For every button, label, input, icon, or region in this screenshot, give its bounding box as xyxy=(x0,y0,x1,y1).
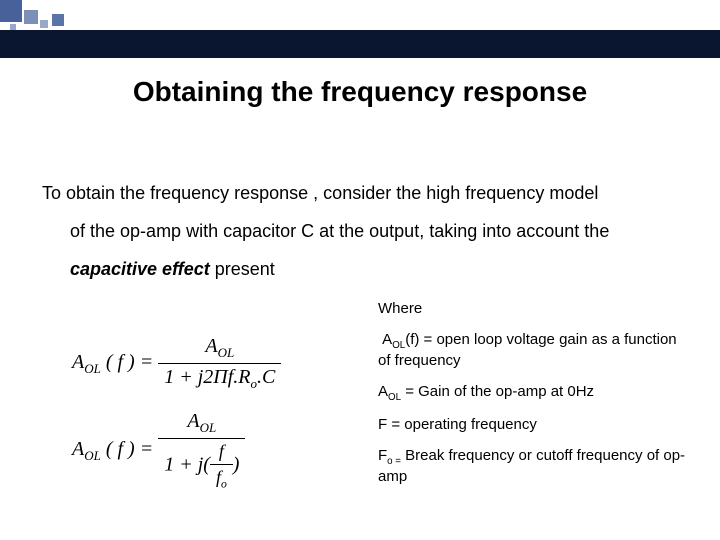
intro-line1: To obtain the frequency response , consi… xyxy=(42,183,598,203)
deco-square xyxy=(24,10,38,24)
def-2: AOL = Gain of the op-amp at 0Hz xyxy=(378,383,688,404)
def-4: Fo = Break frequency or cutoff frequency… xyxy=(378,447,688,487)
definitions-block: Where AOL(f) = open loop voltage gain as… xyxy=(378,300,688,499)
slide-title: Obtaining the frequency response xyxy=(0,76,720,108)
def-1: AOL(f) = open loop voltage gain as a fun… xyxy=(378,331,688,371)
eq2-den-pre: 1 + j( xyxy=(164,453,210,475)
defs-where: Where xyxy=(378,300,688,319)
def1-txt: = open loop voltage gain as a function o… xyxy=(378,331,677,369)
def2-sym: A xyxy=(378,383,388,400)
intro-paragraph: To obtain the frequency response , consi… xyxy=(42,175,682,288)
def-3: F = operating frequency xyxy=(378,416,688,435)
corner-decoration xyxy=(0,0,180,55)
eq2-lhs-sub: OL xyxy=(84,448,101,463)
eq1-num-base: A xyxy=(205,335,217,357)
deco-square xyxy=(0,0,22,22)
deco-square xyxy=(10,24,16,30)
eq2-inner-num: f xyxy=(210,441,233,465)
def3-txt: = operating frequency xyxy=(387,416,537,433)
eq2-lhs-base: A xyxy=(72,438,84,460)
def1-sym: A xyxy=(382,331,392,348)
eq1-num-sub: OL xyxy=(218,345,235,360)
eq2-fraction: AOL 1 + j( f fo ) xyxy=(158,410,245,491)
eq2-den-post: ) xyxy=(233,453,240,475)
def4-txt: Break frequency or cutoff frequency of o… xyxy=(378,447,685,485)
eq2-lhs-arg: ( f ) = xyxy=(106,438,153,460)
eq2-inner-frac: f fo xyxy=(210,441,233,491)
def3-sym: F xyxy=(378,416,387,433)
eq1-lhs-arg: ( f ) = xyxy=(106,351,153,373)
equation-2: AOL ( f ) = AOL 1 + j( f fo ) xyxy=(72,410,245,491)
equation-1: AOL ( f ) = AOL 1 + j2Πf.Ro.C xyxy=(72,335,281,392)
eq2-num-sub: OL xyxy=(200,420,217,435)
eq2-inner-den-sub: o xyxy=(221,478,227,491)
eq1-den-tail: .C xyxy=(257,366,275,388)
def4-sub: o = xyxy=(387,456,401,467)
eq1-lhs-base: A xyxy=(72,351,84,373)
eq1-lhs-sub: OL xyxy=(84,361,101,376)
intro-bold: capacitive effect xyxy=(70,259,210,279)
deco-square xyxy=(52,14,64,26)
intro-rest: present xyxy=(210,259,275,279)
intro-line2: of the op-amp with capacitor C at the ou… xyxy=(70,221,609,241)
def4-sym: F xyxy=(378,447,387,464)
def2-sub: OL xyxy=(388,392,401,403)
eq2-num-base: A xyxy=(187,410,199,432)
deco-square xyxy=(40,20,48,28)
def1-arg: (f) xyxy=(405,331,419,348)
def2-txt: = Gain of the op-amp at 0Hz xyxy=(401,383,594,400)
eq1-fraction: AOL 1 + j2Πf.Ro.C xyxy=(158,335,281,392)
eq1-den: 1 + j2Πf.R xyxy=(164,366,250,388)
def1-sub: OL xyxy=(392,340,405,351)
